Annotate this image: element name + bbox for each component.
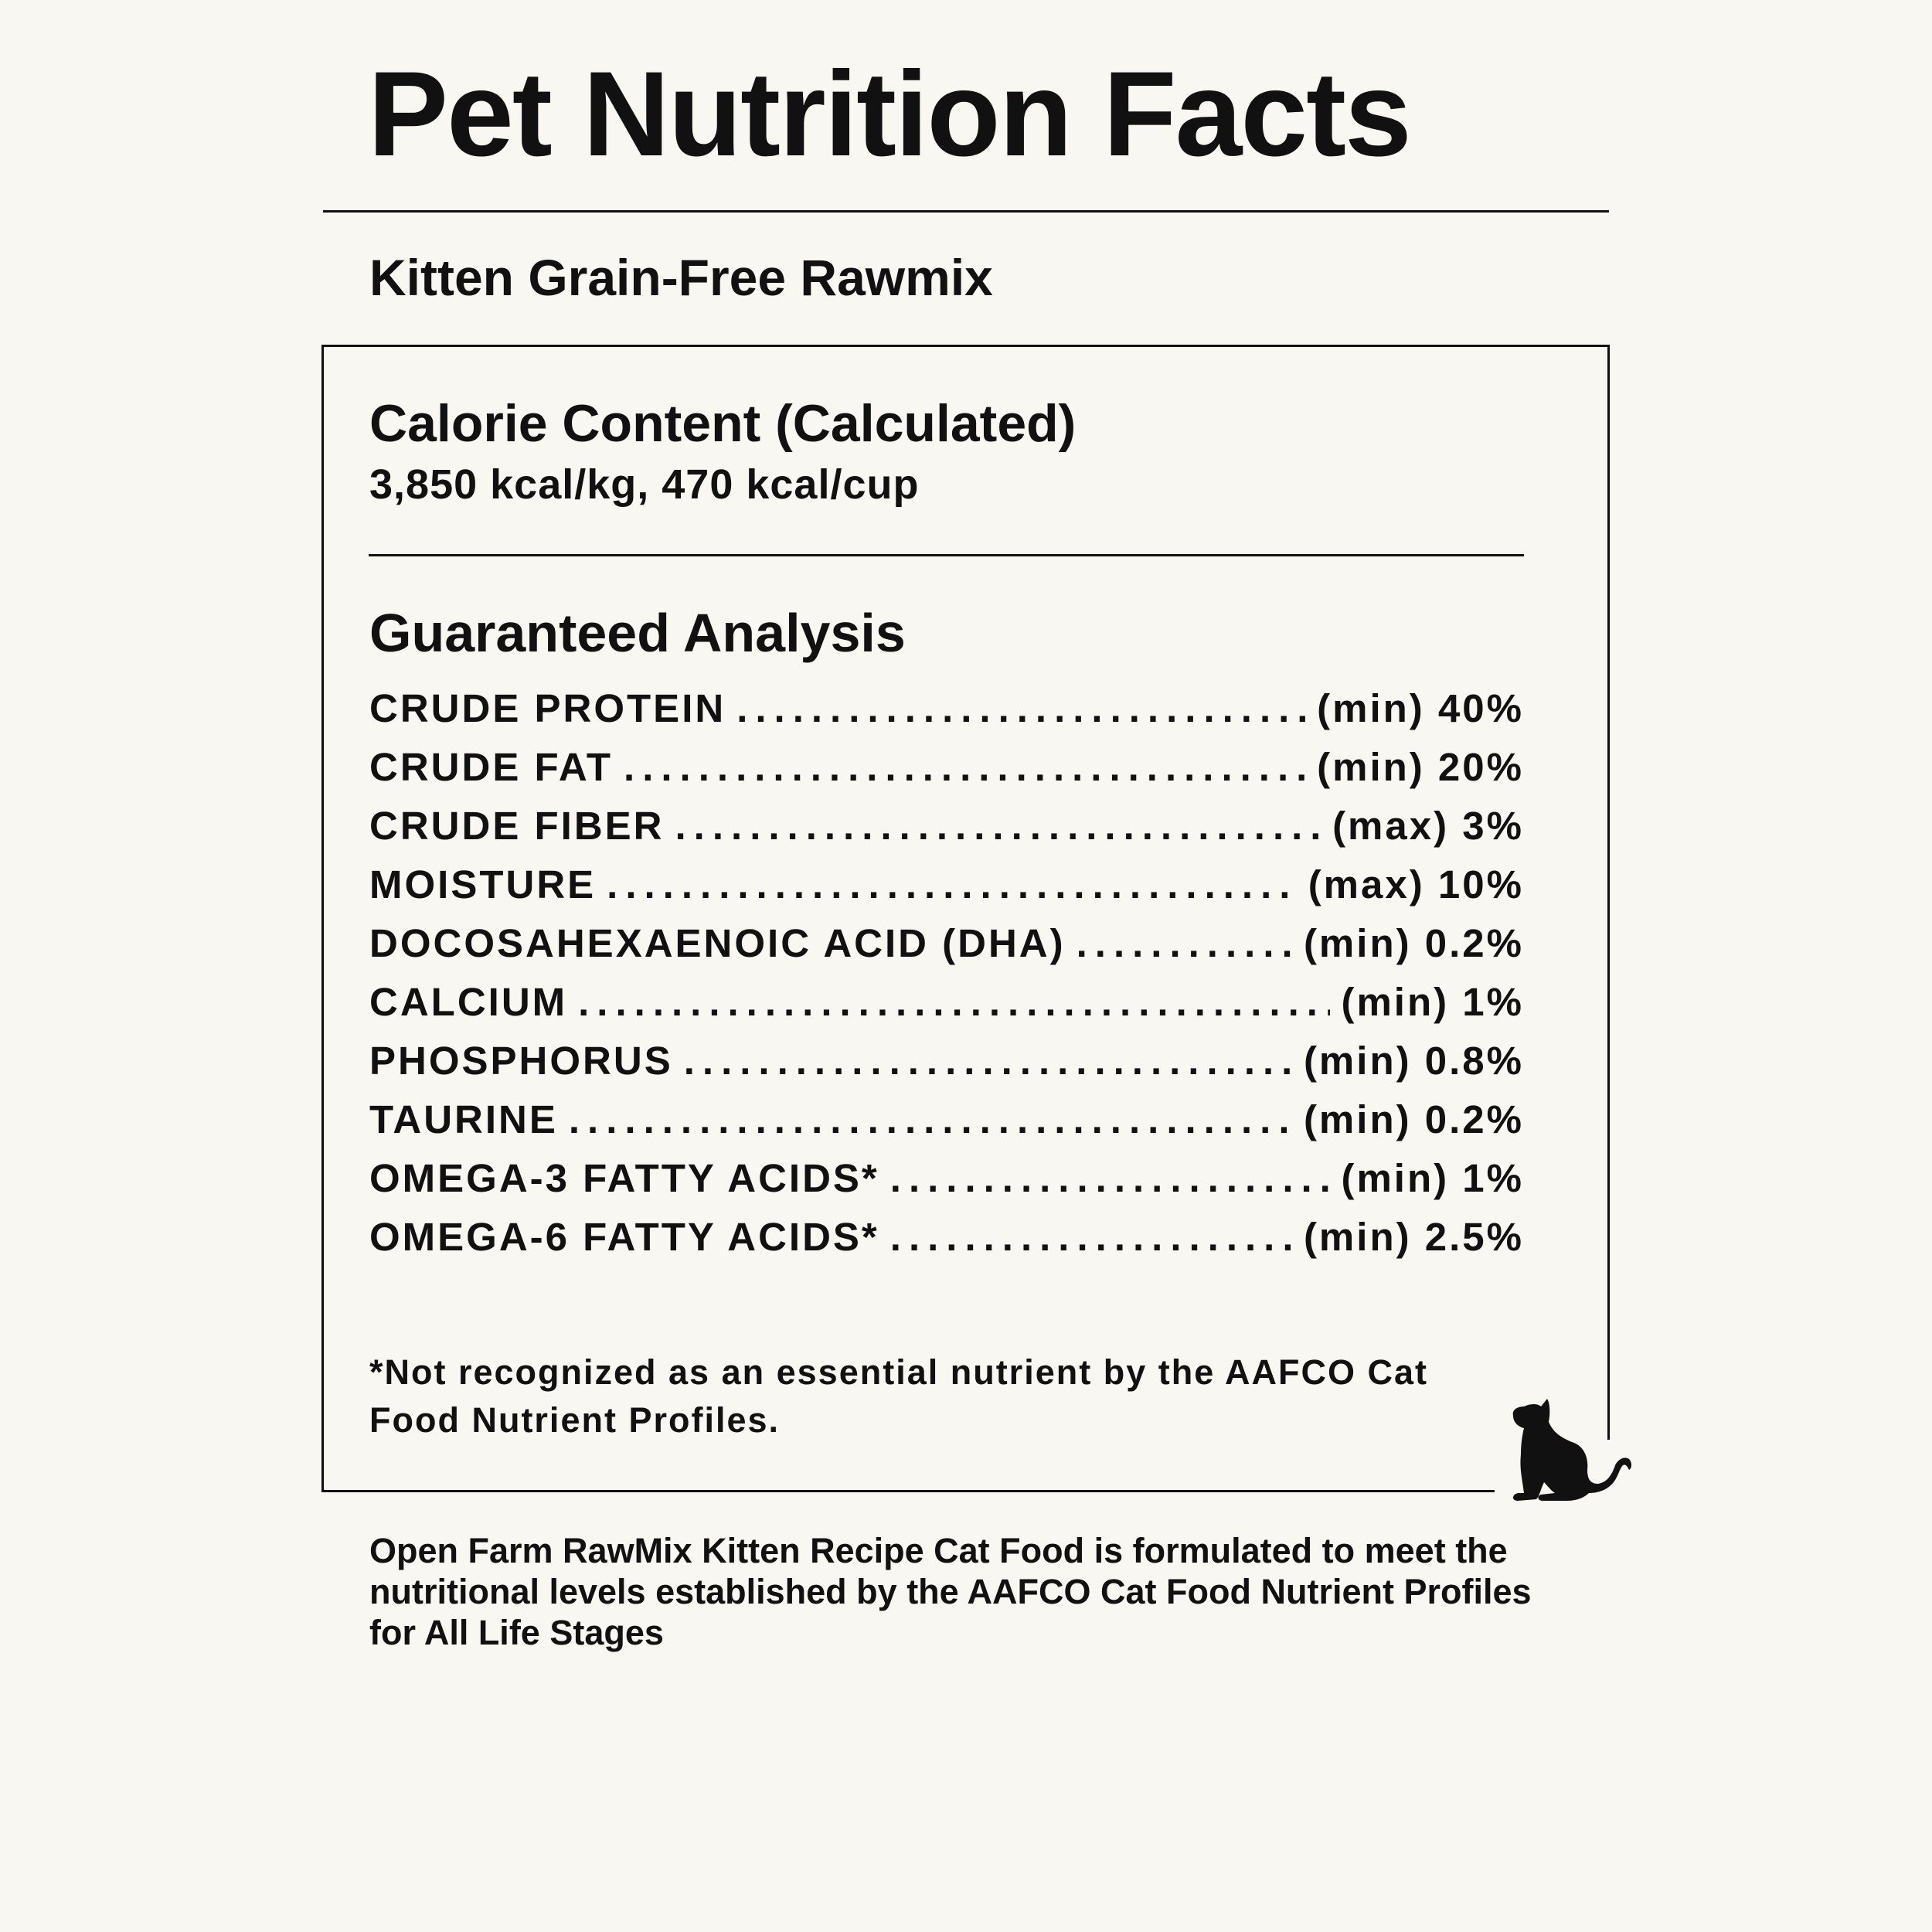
nutrient-name: CRUDE PROTEIN: [369, 686, 726, 730]
analysis-row: OMEGA-3 FATTY ACIDS* (min) 1%: [369, 1156, 1524, 1215]
nutrient-value: (min) 0.2%: [1303, 921, 1524, 965]
nutrient-value: (min) 1%: [1341, 1156, 1524, 1200]
nutrient-value: (min) 20%: [1317, 745, 1524, 789]
analysis-row: CALCIUM (min) 1%: [369, 980, 1524, 1039]
analysis-row: DOCOSAHEXAENOIC ACID (DHA) (min) 0.2%: [369, 921, 1524, 980]
calorie-heading: Calorie Content (Calculated): [369, 394, 1077, 453]
dot-leader: [569, 1097, 1293, 1142]
dot-leader: [684, 1039, 1293, 1083]
dot-leader: [1077, 921, 1293, 966]
dot-leader: [607, 862, 1298, 907]
analysis-row: TAURINE (min) 0.2%: [369, 1097, 1524, 1156]
nutrient-value: (min) 40%: [1317, 686, 1524, 730]
nutrient-value: (min) 1%: [1341, 980, 1524, 1024]
analysis-row: CRUDE FIBER (max) 3%: [369, 804, 1524, 862]
aafco-statement: Open Farm RawMix Kitten Recipe Cat Food …: [369, 1531, 1532, 1652]
analysis-row: CRUDE FAT (min) 20%: [369, 745, 1524, 804]
nutrient-name: TAURINE: [369, 1097, 558, 1141]
analysis-row: CRUDE PROTEIN (min) 40%: [369, 686, 1524, 745]
nutrient-value: (max) 3%: [1332, 804, 1524, 848]
nutrient-name: CRUDE FAT: [369, 745, 614, 789]
footnote: *Not recognized as an essential nutrient…: [369, 1352, 1429, 1440]
analysis-row: MOISTURE (max) 10%: [369, 862, 1524, 921]
box-border-right: [1607, 345, 1610, 1440]
nutrient-name: OMEGA-3 FATTY ACIDS*: [369, 1156, 879, 1200]
nutrient-name: CALCIUM: [369, 980, 568, 1024]
cat-silhouette-icon: [1512, 1399, 1631, 1501]
analysis-row: OMEGA-6 FATTY ACIDS* (min) 2.5%: [369, 1215, 1524, 1274]
page-title: Pet Nutrition Facts: [368, 47, 1412, 182]
analysis-table: CRUDE PROTEIN (min) 40% CRUDE FAT (min) 20…: [369, 686, 1524, 1274]
dot-leader: [890, 1156, 1331, 1201]
box-border-bottom: [321, 1490, 1495, 1492]
dot-leader: [890, 1215, 1293, 1260]
nutrient-value: (min) 2.5%: [1303, 1215, 1524, 1259]
nutrient-name: DOCOSAHEXAENOIC ACID (DHA): [369, 921, 1066, 965]
calorie-value: 3,850 kcal/kg, 470 kcal/cup: [369, 461, 920, 508]
nutrient-value: (max) 10%: [1308, 862, 1524, 906]
dot-leader: [736, 686, 1306, 731]
nutrient-name: CRUDE FIBER: [369, 804, 665, 848]
dot-leader: [578, 980, 1330, 1025]
nutrient-name: PHOSPHORUS: [369, 1039, 673, 1083]
nutrient-name: OMEGA-6 FATTY ACIDS*: [369, 1215, 879, 1259]
nutrient-name: MOISTURE: [369, 862, 597, 906]
analysis-heading: Guaranteed Analysis: [369, 603, 906, 663]
dot-leader: [675, 804, 1322, 849]
divider: [323, 210, 1609, 213]
nutrient-value: (min) 0.2%: [1303, 1097, 1524, 1141]
analysis-row: PHOSPHORUS (min) 0.8%: [369, 1039, 1524, 1097]
box-border-left: [321, 345, 324, 1492]
dot-leader: [624, 745, 1306, 790]
divider: [369, 554, 1524, 556]
box-border-top: [323, 345, 1610, 347]
nutrient-value: (min) 0.8%: [1303, 1039, 1524, 1083]
product-name: Kitten Grain-Free Rawmix: [369, 249, 993, 306]
